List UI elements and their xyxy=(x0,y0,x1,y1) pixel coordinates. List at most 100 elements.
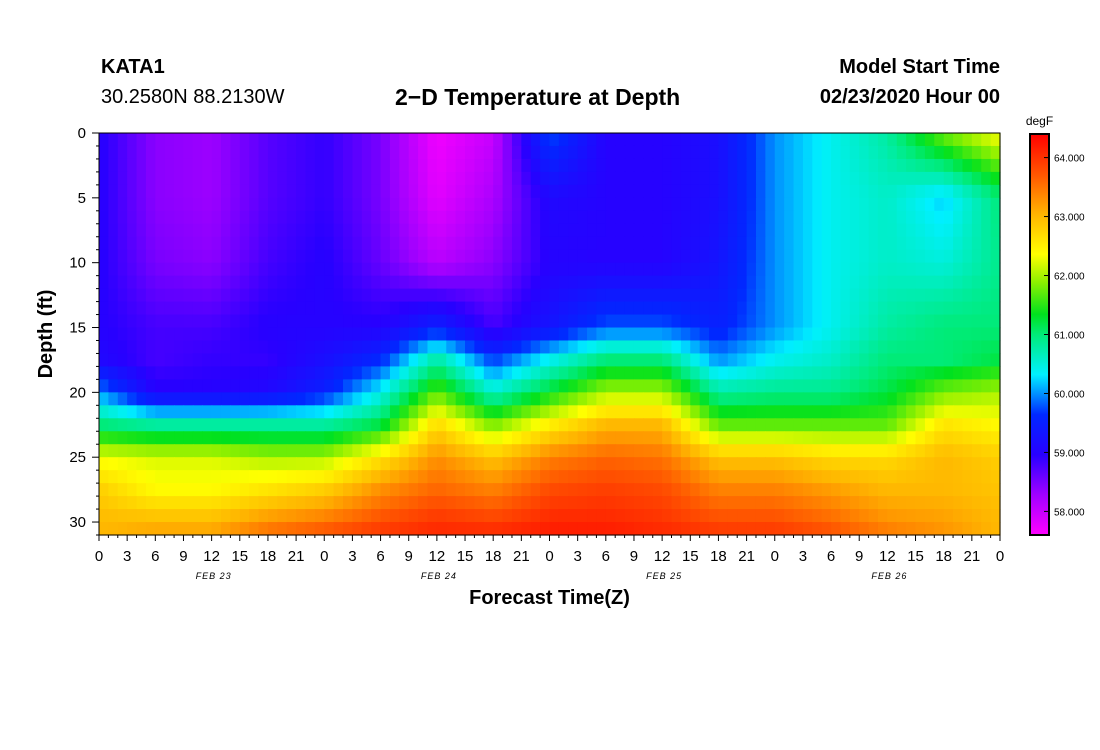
heatmap-cell xyxy=(765,431,776,445)
heatmap-cell xyxy=(427,366,438,380)
heatmap-cell xyxy=(727,301,738,316)
heatmap-cell xyxy=(746,223,757,238)
heatmap-cell xyxy=(981,158,992,173)
heatmap-cell xyxy=(971,171,982,186)
heatmap-cell xyxy=(174,249,185,264)
heatmap-cell xyxy=(587,327,598,342)
heatmap-cell xyxy=(746,210,757,225)
heatmap-cell xyxy=(699,133,710,147)
heatmap-cell xyxy=(746,392,757,406)
heatmap-cell xyxy=(239,457,250,471)
heatmap-cell xyxy=(652,249,663,264)
heatmap-cell xyxy=(249,314,260,329)
heatmap-cell xyxy=(737,340,748,355)
heatmap-cell xyxy=(587,275,598,290)
heatmap-cell xyxy=(202,223,213,238)
heatmap-cell xyxy=(662,236,673,251)
heatmap-cell xyxy=(427,197,438,212)
heatmap-cell xyxy=(427,457,438,471)
heatmap-cell xyxy=(906,210,917,225)
heatmap-cell xyxy=(258,158,269,173)
heatmap-cell xyxy=(615,483,626,497)
heatmap-cell xyxy=(615,444,626,458)
heatmap-cell xyxy=(380,340,391,355)
heatmap-cell xyxy=(418,418,429,432)
heatmap-cell xyxy=(483,405,494,419)
heatmap-cell xyxy=(427,431,438,445)
heatmap-cell xyxy=(343,379,354,393)
heatmap-cell xyxy=(286,405,297,419)
heatmap-cell xyxy=(727,171,738,186)
heatmap-cell xyxy=(784,314,795,329)
heatmap-cell xyxy=(774,197,785,212)
heatmap-cell xyxy=(155,522,166,536)
heatmap-cell xyxy=(962,340,973,355)
heatmap-cell xyxy=(174,145,185,160)
heatmap-cell xyxy=(915,158,926,173)
heatmap-cell xyxy=(108,392,119,406)
heatmap-cell xyxy=(117,392,128,406)
heatmap-cell xyxy=(718,197,729,212)
heatmap-cell xyxy=(577,496,588,510)
heatmap-cell xyxy=(427,444,438,458)
heatmap-cell xyxy=(981,288,992,303)
heatmap-cell xyxy=(727,405,738,419)
heatmap-cell xyxy=(849,496,860,510)
heatmap-cell xyxy=(164,340,175,355)
heatmap-cell xyxy=(277,457,288,471)
heatmap-cell xyxy=(145,522,156,536)
heatmap-cell xyxy=(427,171,438,186)
heatmap-cell xyxy=(802,158,813,173)
heatmap-cell xyxy=(465,470,476,484)
heatmap-cell xyxy=(343,184,354,199)
heatmap-cell xyxy=(690,405,701,419)
heatmap-cell xyxy=(380,496,391,510)
heatmap-cell xyxy=(953,171,964,186)
heatmap-cell xyxy=(436,288,447,303)
heatmap-cell xyxy=(239,249,250,264)
heatmap-cell xyxy=(145,171,156,186)
heatmap-cell xyxy=(699,158,710,173)
heatmap-cell xyxy=(812,457,823,471)
heatmap-cell xyxy=(596,431,607,445)
heatmap-cell xyxy=(333,262,344,277)
heatmap-cell xyxy=(877,353,888,368)
heatmap-cell xyxy=(802,444,813,458)
heatmap-cell xyxy=(249,236,260,251)
heatmap-cell xyxy=(540,158,551,173)
heatmap-cell xyxy=(633,483,644,497)
heatmap-cell xyxy=(812,145,823,160)
heatmap-cell xyxy=(774,171,785,186)
heatmap-cell xyxy=(267,405,278,419)
heatmap-cell xyxy=(962,210,973,225)
heatmap-cell xyxy=(183,483,194,497)
heatmap-cell xyxy=(633,301,644,316)
heatmap-cell xyxy=(840,353,851,368)
heatmap-cell xyxy=(662,509,673,523)
heatmap-cell xyxy=(455,392,466,406)
heatmap-cell xyxy=(859,379,870,393)
heatmap-cell xyxy=(418,236,429,251)
heatmap-cell xyxy=(934,184,945,199)
heatmap-cell xyxy=(924,431,935,445)
heatmap-cell xyxy=(896,444,907,458)
heatmap-cell xyxy=(108,340,119,355)
heatmap-cell xyxy=(483,444,494,458)
heatmap-cell xyxy=(774,236,785,251)
heatmap-cell xyxy=(690,392,701,406)
heatmap-cell xyxy=(305,327,316,342)
heatmap-cell xyxy=(145,392,156,406)
heatmap-cell xyxy=(239,509,250,523)
heatmap-cell xyxy=(671,496,682,510)
heatmap-cell xyxy=(314,249,325,264)
heatmap-cell xyxy=(455,158,466,173)
heatmap-cell xyxy=(361,133,372,147)
heatmap-cell xyxy=(765,327,776,342)
heatmap-cell xyxy=(267,392,278,406)
heatmap-cell xyxy=(202,275,213,290)
heatmap-cell xyxy=(192,275,203,290)
heatmap-cell xyxy=(418,249,429,264)
heatmap-cell xyxy=(483,145,494,160)
heatmap-cell xyxy=(455,470,466,484)
heatmap-cell xyxy=(558,379,569,393)
